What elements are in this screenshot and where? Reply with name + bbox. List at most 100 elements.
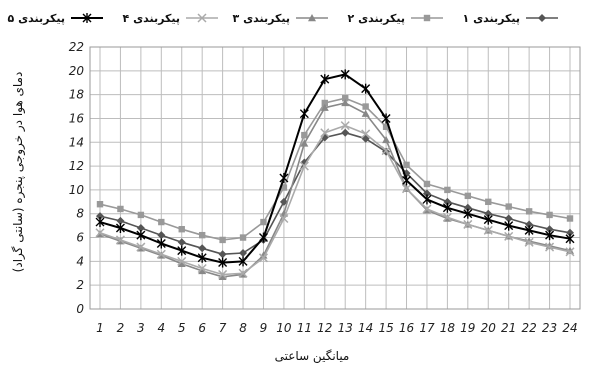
data-point [279, 173, 289, 183]
grid [90, 46, 580, 310]
data-point [463, 219, 473, 229]
data-point [444, 186, 451, 194]
y-axis-title: دمای هوا در خروجی پنجره (سانتی گراد) [11, 72, 26, 273]
marker-stroke [279, 213, 289, 224]
data-point [381, 146, 391, 156]
data-point [403, 161, 410, 169]
legend-label: پیکربندی ۵ [8, 12, 65, 25]
data-point [156, 238, 166, 249]
data-point [136, 242, 146, 252]
data-point [95, 217, 105, 228]
data-point [258, 232, 268, 243]
data-point [464, 192, 472, 200]
data-point [239, 249, 248, 258]
data-point [198, 266, 207, 275]
data-point [545, 242, 555, 252]
data-point [301, 131, 308, 139]
data-point [95, 228, 105, 238]
data-point [177, 245, 187, 256]
data-point [545, 230, 555, 241]
data-point [401, 184, 412, 194]
marker-stroke [320, 128, 330, 138]
marker-stroke [136, 242, 146, 252]
data-point [422, 194, 432, 205]
data-point [258, 253, 269, 263]
data-point [156, 249, 166, 259]
marker-stroke [545, 242, 555, 252]
marker-stroke [340, 121, 350, 131]
data-point [566, 215, 574, 222]
legend-label: پیکربندی ۳ [233, 12, 290, 25]
data-point [565, 247, 575, 257]
data-point [483, 225, 493, 235]
x-tick-label: 2 [117, 321, 125, 335]
x-tick-label: 6 [198, 321, 206, 335]
series-line [99, 124, 571, 276]
x-tick-label: 15 [378, 321, 393, 335]
marker-stroke [401, 184, 412, 194]
data-point [96, 201, 104, 208]
marker-stroke [156, 249, 166, 259]
data-point [117, 205, 124, 213]
data-point [341, 128, 350, 137]
data-point [280, 184, 288, 191]
y-tick-label: 16 [69, 111, 85, 125]
data-point [136, 224, 145, 233]
data-point [422, 189, 431, 198]
data-point [484, 209, 493, 218]
x-axis-title: میانگین ساعتی [275, 349, 350, 364]
data-point [321, 99, 328, 107]
data-point [342, 95, 349, 102]
data-point [300, 139, 309, 147]
data-point [341, 98, 350, 107]
data-point [115, 235, 125, 245]
data-point [422, 204, 432, 214]
data-point [463, 208, 473, 219]
data-point [382, 123, 390, 130]
data-point [566, 228, 574, 237]
data-point [136, 230, 146, 241]
data-point [504, 214, 513, 223]
y-tick-label: 14 [69, 135, 84, 149]
marker-stroke [524, 237, 534, 247]
legend-label: پیکربندی ۲ [348, 12, 405, 25]
data-point [137, 211, 145, 219]
data-point [423, 180, 431, 188]
legend-swatch-marker [197, 13, 207, 23]
data-point [463, 203, 472, 212]
marker-stroke [238, 268, 248, 278]
data-point [198, 244, 207, 253]
data-point [340, 69, 350, 80]
x-tick-label: 1 [96, 321, 104, 335]
x-tick-label: 3 [137, 321, 145, 335]
x-tick-label: 9 [260, 321, 268, 335]
marker-stroke [177, 256, 187, 266]
marker-stroke [197, 263, 207, 274]
data-point [218, 269, 228, 279]
x-tick-label: 8 [239, 321, 247, 335]
x-tick-label: 10 [276, 321, 292, 335]
marker-stroke [95, 228, 105, 238]
y-tick-label: 12 [69, 159, 84, 173]
marker-stroke [504, 231, 514, 241]
y-tick-label: 6 [76, 231, 84, 245]
data-point [198, 231, 206, 239]
data-point [505, 203, 512, 210]
legend-swatch-marker [308, 14, 316, 22]
data-point [320, 74, 330, 85]
data-point [197, 252, 207, 263]
legend-item-5: پیکربندی ۵ [8, 12, 103, 25]
data-point [361, 109, 370, 117]
data-point [485, 198, 492, 206]
data-point [525, 220, 534, 229]
data-point [177, 259, 186, 267]
data-point [279, 213, 289, 224]
plot-frame [89, 46, 581, 310]
data-point [340, 121, 350, 131]
data-point [218, 272, 227, 281]
data-point [178, 226, 185, 233]
x-tick-label: 5 [178, 321, 186, 335]
